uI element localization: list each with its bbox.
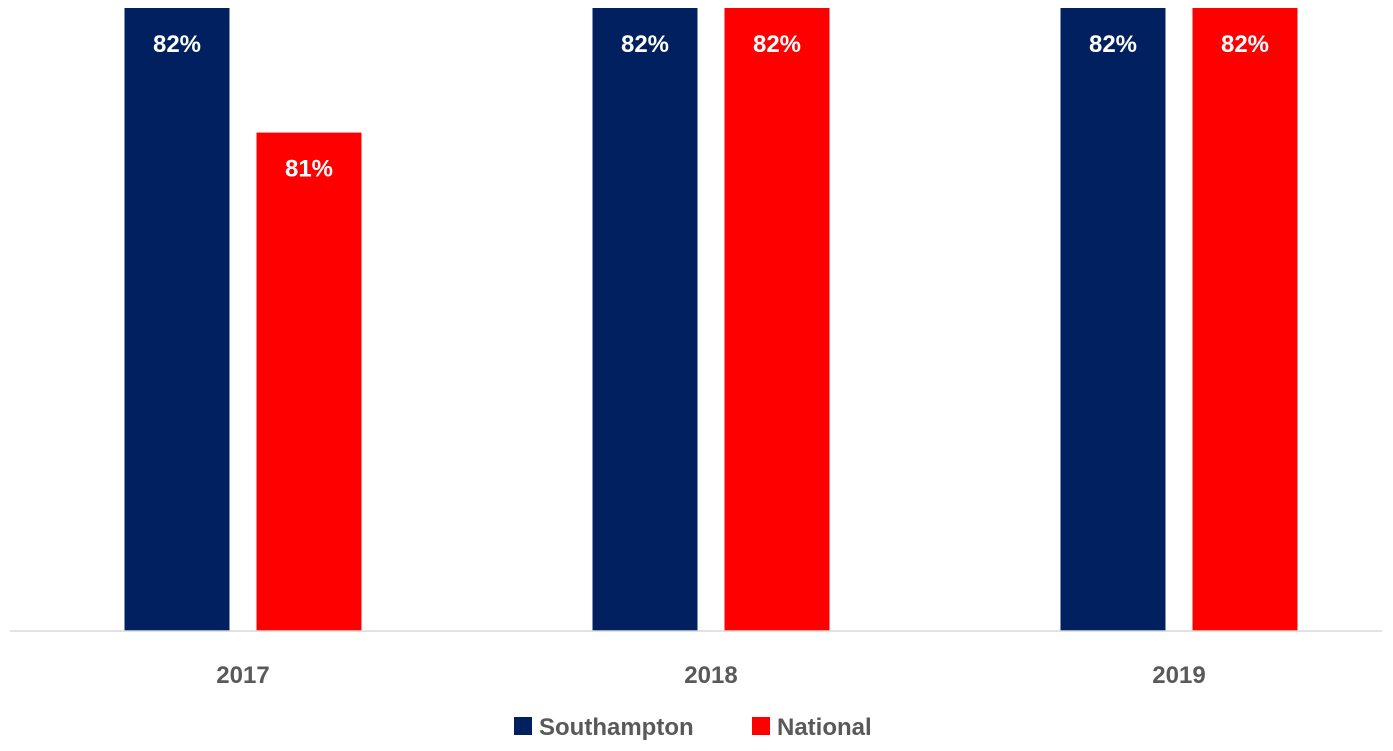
data-label-national-2018: 82%: [753, 31, 801, 58]
data-label-national-2017: 81%: [285, 156, 333, 183]
legend: Southampton National: [514, 714, 872, 741]
bars-group: [124, 8, 1298, 631]
x-tick-labels-group: 2017 2018 2019: [216, 662, 1205, 689]
data-label-southampton-2019: 82%: [1089, 31, 1137, 58]
x-tick-label-2017: 2017: [216, 662, 269, 689]
bar-national-2017: [256, 132, 362, 631]
data-labels-group: 82% 81% 82% 82% 82% 82%: [153, 31, 1269, 183]
x-tick-label-2019: 2019: [1152, 662, 1205, 689]
legend-swatch-southampton: [514, 717, 532, 735]
data-label-southampton-2018: 82%: [621, 31, 669, 58]
bar-southampton-2019: [1060, 8, 1166, 631]
bar-southampton-2018: [592, 8, 698, 631]
bar-national-2018: [724, 8, 830, 631]
legend-swatch-national: [752, 717, 770, 735]
data-label-national-2019: 82%: [1221, 31, 1269, 58]
bar-southampton-2017: [124, 8, 230, 631]
legend-label-national: National: [777, 714, 872, 741]
bar-national-2019: [1192, 8, 1298, 631]
x-tick-label-2018: 2018: [684, 662, 737, 689]
data-label-southampton-2017: 82%: [153, 31, 201, 58]
legend-label-southampton: Southampton: [539, 714, 694, 741]
